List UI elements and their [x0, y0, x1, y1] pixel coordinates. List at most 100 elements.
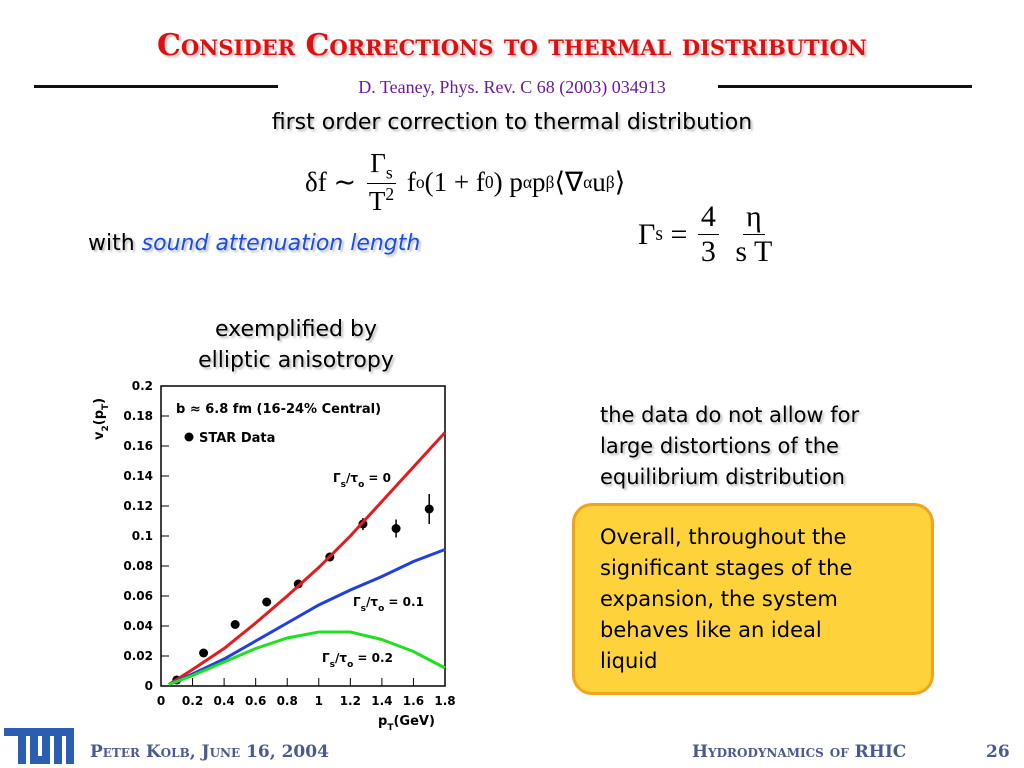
text: = 0.2 — [353, 651, 393, 665]
formula: δf ∼ Γs T2 f o (1 + f 0) p α p β ⟨∇ α u β ⟩ — [305, 148, 625, 217]
data-point — [199, 648, 209, 658]
text: = 0.1 — [384, 595, 424, 609]
math-text: ⟨∇ — [554, 167, 584, 198]
subscript: o — [415, 172, 425, 193]
math-text: u — [592, 167, 606, 198]
subscript: s — [655, 223, 663, 245]
text: p — [378, 714, 387, 729]
conclusion: Overall, throughout the significant stage… — [600, 522, 852, 677]
text: /τ — [366, 595, 378, 609]
superscript: α — [522, 172, 533, 193]
legend-label: STAR Data — [199, 431, 275, 446]
subscript: s — [385, 162, 393, 183]
y-tick-label: 0.16 — [123, 439, 153, 453]
rule — [718, 85, 972, 88]
text: (GeV) — [393, 714, 434, 729]
curve — [168, 431, 447, 686]
subscript: s — [330, 660, 335, 670]
subscript: o — [347, 660, 353, 670]
page-number: 26 — [986, 742, 1010, 762]
text-line: significant stages of the — [600, 556, 853, 580]
text: Γ — [353, 595, 361, 609]
math-text: η — [745, 200, 762, 233]
text: /τ — [346, 471, 358, 485]
math-text: 3 — [700, 235, 716, 268]
math-text: δf ∼ — [305, 167, 363, 198]
subscript: T — [387, 723, 394, 733]
chart-caption: exemplified by elliptic anisotropy — [146, 314, 446, 376]
subscript: β — [605, 172, 615, 193]
slide-title: Consider Corrections to thermal distribu… — [157, 28, 867, 63]
data-point — [391, 524, 401, 533]
text-line: Overall, throughout the — [600, 525, 847, 549]
curve — [168, 630, 446, 686]
text-line: behaves like an ideal — [600, 618, 822, 642]
x-tick-label: 1.2 — [340, 694, 361, 708]
math-text: ) p — [493, 167, 523, 198]
logo — [4, 728, 74, 764]
text: = 0 — [364, 471, 391, 485]
numerator: 4 — [697, 200, 719, 235]
math-text: p — [532, 167, 546, 198]
rule — [34, 85, 278, 88]
subscript: s — [341, 480, 346, 490]
y-tick-label: 0.02 — [123, 649, 153, 663]
subscript: T — [101, 403, 111, 410]
term: sound attenuation length — [141, 231, 421, 256]
curve-label: Γs/τo = 0.1 — [353, 595, 424, 614]
math-text: (1 + f — [424, 167, 485, 198]
text-line: elliptic anisotropy — [198, 348, 394, 373]
text-line: large distortions of the — [600, 434, 839, 458]
math-text: T — [368, 186, 386, 217]
y-tick-label: 0.18 — [123, 409, 153, 423]
numerator: Γs — [367, 148, 396, 185]
x-tick-label: 1.4 — [371, 694, 392, 708]
citation: D. Teaney, Phys. Rev. C 68 (2003) 034913 — [358, 77, 666, 97]
math-text: s T — [735, 235, 773, 268]
x-tick-label: 1.6 — [403, 694, 424, 708]
math-text: Γ — [370, 148, 386, 178]
superscript: β — [545, 172, 555, 193]
x-tick-label: 1 — [315, 694, 323, 708]
text: Γ — [322, 651, 330, 665]
math-text: = — [662, 217, 695, 251]
y-tick-label: 0.2 — [132, 379, 153, 393]
y-tick-label: 0.06 — [123, 589, 153, 603]
x-tick-label: 0.4 — [213, 694, 234, 708]
curve-label: Γs/τo = 0 — [333, 471, 391, 490]
text-line: the data do not allow for — [600, 403, 860, 427]
x-tick-label: 0 — [157, 694, 165, 708]
x-tick-label: 0.8 — [277, 694, 298, 708]
y-tick-label: 0 — [145, 679, 153, 693]
annotation: b ≈ 6.8 fm (16-24% Central) — [176, 402, 381, 417]
observation: the data do not allow for large distortio… — [600, 400, 859, 493]
y-tick-label: 0.08 — [123, 559, 153, 573]
conclusion-box — [572, 503, 934, 695]
math-text: f — [400, 167, 416, 198]
denominator: T2 — [366, 184, 397, 217]
x-tick-label: 0.2 — [182, 694, 203, 708]
numerator: η — [742, 200, 765, 235]
data-point — [230, 620, 240, 629]
math-text: Γ — [638, 217, 656, 251]
legend-marker — [184, 432, 194, 442]
text: /τ — [335, 651, 347, 665]
y-axis-label: v2(pT) — [92, 398, 111, 440]
text: (p — [92, 410, 107, 425]
y-tick-label: 0.1 — [132, 529, 153, 543]
fraction: Γs T2 — [366, 148, 397, 217]
footer-right: Hydrodynamics of RHIC — [692, 742, 907, 762]
curve-label: Γs/τo = 0.2 — [322, 651, 393, 670]
text-line: liquid — [600, 649, 658, 673]
subscript: 2 — [101, 425, 111, 431]
text-line: equilibrium distribution — [600, 465, 845, 489]
subscript: o — [358, 480, 364, 490]
x-tick-label: 0.6 — [245, 694, 266, 708]
y-tick-label: 0.14 — [123, 469, 153, 483]
x-axis-label: pT(GeV) — [378, 714, 435, 733]
